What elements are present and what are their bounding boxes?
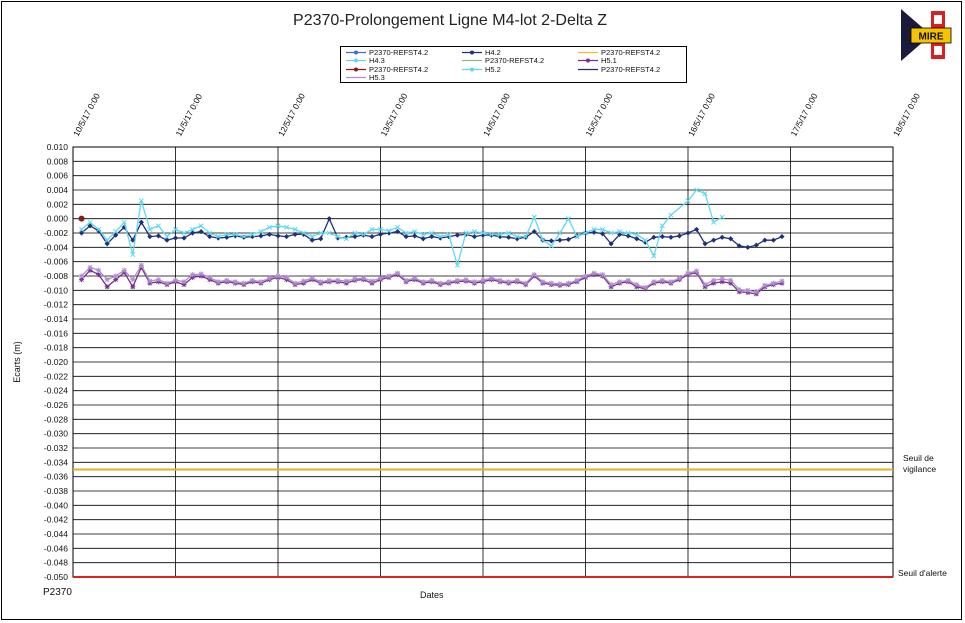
threshold-vigilance-label-line2: vigilance <box>903 464 937 474</box>
legend-item: H4.3 <box>345 56 385 65</box>
legend-label: P2370-REFST4.2 <box>369 64 429 74</box>
legend-swatch <box>346 58 366 63</box>
chart-legend: P2370-REFST4.2 H4.2 P2370-REFST4.2 H4.3 P237… <box>340 46 687 83</box>
legend-item: P2370-REFST4.2 <box>345 48 428 57</box>
legend-item: P2370-REFST4.2 <box>577 48 660 57</box>
legend-label: H5.1 <box>601 56 617 66</box>
legend-label: P2370-REFST4.2 <box>601 64 661 74</box>
threshold-alerte-label: Seuil d'alerte <box>898 568 947 578</box>
legend-swatch <box>578 58 598 63</box>
legend-item: H5.2 <box>461 65 501 74</box>
legend-swatch <box>346 76 366 79</box>
legend-label: H5.2 <box>485 64 501 74</box>
legend-label: H4.3 <box>369 56 385 66</box>
legend-swatch <box>462 67 482 72</box>
legend-swatch <box>578 68 598 70</box>
legend-swatch <box>346 50 366 55</box>
legend-swatch <box>346 67 366 72</box>
legend-label: P2370-REFST4.2 <box>485 56 545 66</box>
legend-label: H5.3 <box>369 72 385 82</box>
legend-item: P2370-REFST4.2 <box>345 65 428 74</box>
legend-item: H4.2 <box>461 48 501 57</box>
threshold-vigilance-label-line1: Seuil de <box>903 453 934 463</box>
legend-item: H5.1 <box>577 56 617 65</box>
legend-swatch <box>578 51 598 54</box>
x-axis-title: Dates <box>420 590 444 600</box>
legend-label: P2370-REFST4.2 <box>369 48 429 57</box>
footer-project-label: P2370 <box>43 587 72 598</box>
legend-label: H4.2 <box>485 48 501 57</box>
legend-swatch <box>462 60 482 62</box>
threshold-vigilance-label: Seuil de vigilance <box>903 453 936 475</box>
legend-label: P2370-REFST4.2 <box>601 48 661 57</box>
legend-item: P2370-REFST4.2 <box>461 56 544 65</box>
chart-title: P2370-Prolongement Ligne M4-lot 2-Delta … <box>293 12 607 29</box>
mire-logo: MIRE <box>901 9 955 61</box>
logo-text: MIRE <box>919 32 944 43</box>
legend-swatch <box>462 50 482 55</box>
legend-item: P2370-REFST4.2 <box>577 65 660 74</box>
legend-item: H5.3 <box>345 73 385 82</box>
